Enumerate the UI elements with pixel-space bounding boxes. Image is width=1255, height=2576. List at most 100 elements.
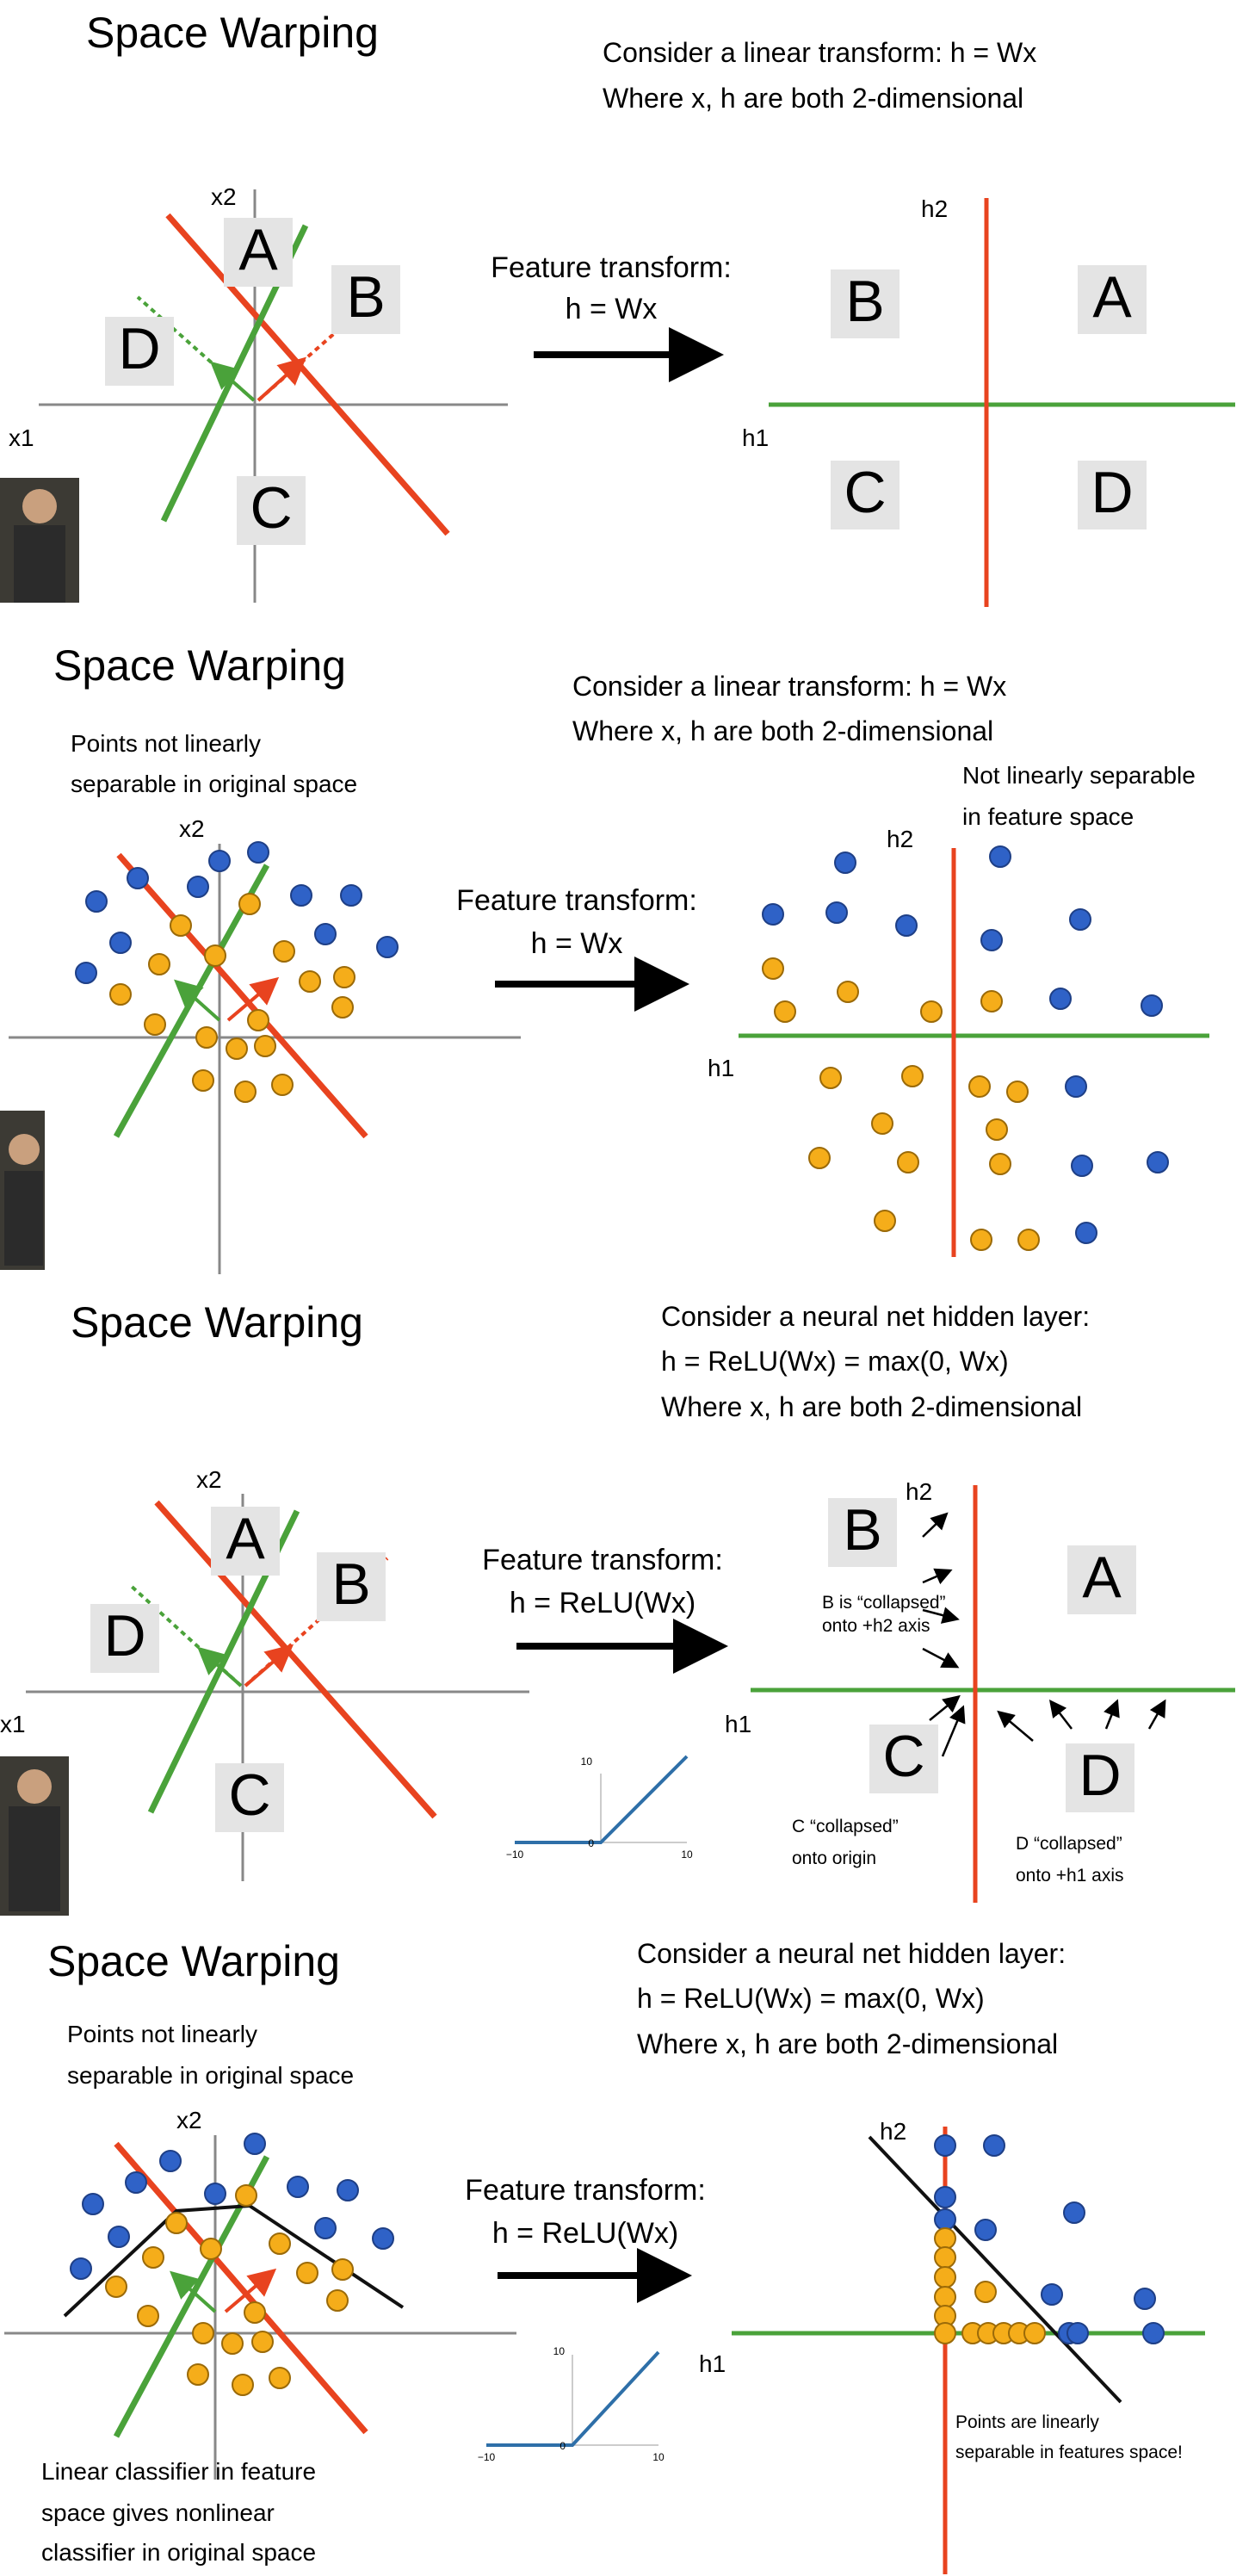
orange-normal-arrow <box>226 976 280 1022</box>
collapse-arrow <box>929 1694 961 1721</box>
blue-point <box>159 2150 182 2172</box>
orange-point <box>1006 1081 1029 1103</box>
orange-point <box>934 2246 956 2269</box>
note-c-line-2: onto origin <box>792 1848 876 1868</box>
collapse-arrow <box>922 1607 960 1624</box>
orange-point <box>819 1067 842 1089</box>
orange-point <box>837 981 859 1003</box>
orange-point <box>200 2238 222 2260</box>
orange-point <box>986 1118 1008 1141</box>
transform-label-line-2: h = ReLU(Wx) <box>492 2217 678 2250</box>
feature-points <box>762 845 1169 1251</box>
bottom-note-line-2: space gives nonlinear <box>41 2499 275 2526</box>
feature-region-b-label: B <box>843 1497 881 1563</box>
description-line-2: Where x, h are both 2-dimensional <box>603 83 1023 114</box>
description-line-2: h = ReLU(Wx) = max(0, Wx) <box>637 1983 985 2014</box>
feature-region-d-label: D <box>1079 1743 1121 1808</box>
blue-point <box>825 901 848 924</box>
description-line-1: Consider a linear transform: h = Wx <box>603 37 1036 68</box>
blue-point <box>204 2183 226 2205</box>
orange-point <box>762 957 784 980</box>
orange-point <box>871 1112 893 1135</box>
note-d-line-2: onto +h1 axis <box>1016 1866 1124 1886</box>
speaker-thumbnail <box>0 1111 45 1270</box>
orange-point <box>170 914 192 937</box>
blue-point <box>974 2219 997 2241</box>
blue-point <box>1069 908 1091 931</box>
h2-axis-label: h2 <box>906 1478 932 1505</box>
h1-axis-label: h1 <box>699 2350 726 2377</box>
description-line-1: Consider a neural net hidden layer: <box>637 1938 1066 1969</box>
right-note-line-1: Points are linearly <box>955 2412 1099 2432</box>
orange-point <box>109 983 132 1006</box>
relu-tick-y-top: 10 <box>553 2345 566 2357</box>
orange-point <box>204 944 226 967</box>
right-note-line-2: separable in features space! <box>955 2443 1183 2462</box>
orange-point <box>897 1151 919 1173</box>
feature-region-a-label: A <box>1082 1545 1122 1610</box>
green-normal-arrow <box>197 1646 243 1687</box>
note-b-line-2: onto +h2 axis <box>822 1616 930 1636</box>
relu-tick-origin: 0 <box>559 2440 566 2452</box>
blue-point <box>983 2134 1005 2157</box>
transform-label-line-2: h = Wx <box>566 293 658 325</box>
orange-decision-line <box>165 213 450 536</box>
left-note-line-2: separable in original space <box>67 2062 354 2089</box>
nonlinear-classifier-boundary <box>63 2203 405 2318</box>
orange-point <box>247 1009 269 1031</box>
blue-point <box>934 2208 956 2231</box>
orange-point <box>331 2258 354 2281</box>
description-line-2: Where x, h are both 2-dimensional <box>572 715 993 746</box>
bottom-note-line-1: Linear classifier in feature <box>41 2458 316 2485</box>
blue-point <box>1049 988 1072 1010</box>
orange-point <box>269 2367 291 2389</box>
feature-region-c-box <box>869 1725 938 1793</box>
orange-point <box>299 970 321 993</box>
collapse-arrow <box>922 1512 949 1538</box>
transform-label-line-1: Feature transform: <box>491 251 732 284</box>
orange-point <box>934 2266 956 2288</box>
collapse-arrow <box>922 1568 953 1585</box>
orange-point <box>920 1000 943 1023</box>
feature-region-c-label: C <box>882 1724 924 1789</box>
blue-point <box>314 2217 337 2239</box>
h2-axis-label: h2 <box>880 2118 906 2145</box>
orange-point <box>970 1229 992 1251</box>
feature-region-a-box <box>1067 1545 1136 1614</box>
collapse-arrow <box>922 1647 960 1669</box>
blue-point <box>340 884 362 907</box>
linear-classifier-line <box>868 2135 1122 2404</box>
h2-axis-label: h2 <box>887 826 913 852</box>
blue-point <box>108 2226 130 2248</box>
h1-axis-label: h1 <box>708 1055 734 1081</box>
orange-point <box>989 1153 1011 1175</box>
x1-axis-label: x1 <box>9 424 34 451</box>
region-b-label: B <box>331 1551 370 1617</box>
blue-point <box>1141 994 1163 1017</box>
collapse-arrow <box>941 1705 966 1757</box>
relu-plot: 10 −10 10 0 <box>506 1755 693 1861</box>
blue-point <box>337 2179 359 2201</box>
orange-point <box>244 2301 266 2324</box>
blue-point <box>85 890 108 913</box>
blue-point <box>376 936 399 958</box>
blue-point <box>287 2176 309 2198</box>
orange-point <box>221 2332 244 2355</box>
orange-point <box>144 1013 166 1036</box>
blue-point <box>980 929 1003 951</box>
blue-point <box>70 2257 92 2280</box>
orange-point <box>808 1147 831 1169</box>
region-c-box <box>237 476 306 545</box>
region-a-box <box>224 218 293 287</box>
region-a-box <box>211 1507 280 1576</box>
blue-point <box>247 841 269 864</box>
x2-axis-label: x2 <box>179 815 205 842</box>
feature-region-b-box <box>831 269 900 338</box>
green-normal-dotted <box>136 295 256 402</box>
description-line-2: h = ReLU(Wx) = max(0, Wx) <box>661 1346 1009 1377</box>
panel-title: Space Warping <box>53 641 346 690</box>
bottom-note-line-3: classifier in original space <box>41 2539 316 2566</box>
feature-region-a-label: A <box>1092 264 1132 330</box>
left-note-line-1: Points not linearly <box>71 730 261 757</box>
region-d-label: D <box>103 1603 145 1669</box>
